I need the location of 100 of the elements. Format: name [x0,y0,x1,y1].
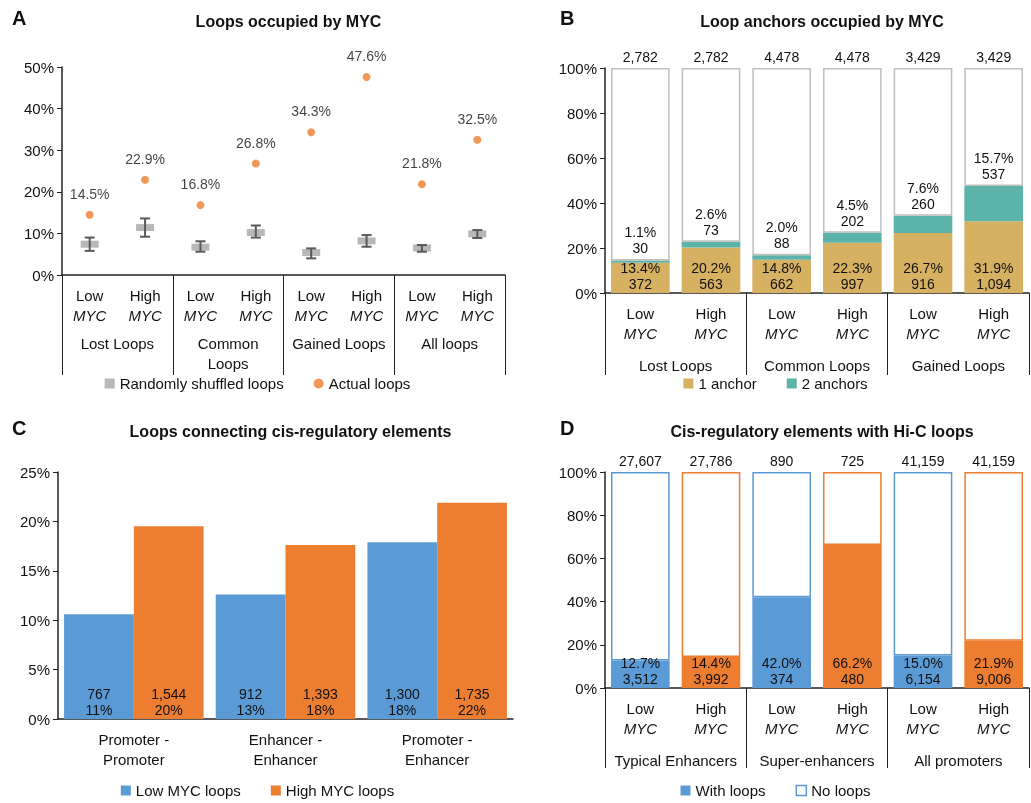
y-tick-label: 0% [32,266,54,284]
data-label: 15.7% 537 [973,149,1014,182]
data-label: 22.3% 997 [832,260,873,292]
y-tick-label: 40% [566,194,597,212]
bar [215,594,286,719]
point [85,210,94,219]
x-tick-label: High MYC [694,304,728,342]
point [307,128,316,137]
x-tick-label: Low MYC [906,304,940,342]
data-label: 1.1% 30 [624,224,657,257]
point [473,135,482,144]
y-tick-label: 10% [23,224,54,242]
y-tick-label: 20% [23,183,54,201]
y-tick-label: 40% [566,593,597,611]
data-label: 767 11% [85,686,113,718]
x-tick-label: Low MYC [764,699,799,737]
x-tick-label: High MYC [460,286,495,324]
x-tick-label: High MYC [976,304,1011,342]
y-tick-label: 15% [19,562,50,580]
data-label: 66.2% 480 [832,655,873,687]
chart-title: Loops connecting cis-regulatory elements [129,422,452,440]
x-tick-label: High MYC [128,286,162,324]
legend-label: High MYC loops [285,782,395,799]
data-label: 42.0% 374 [761,655,802,687]
bar [437,502,507,719]
data-label: 26.7% 916 [903,260,943,292]
data-label: 20.2% 563 [691,260,731,292]
bar [611,68,670,261]
annotation: 725 [840,453,865,469]
y-tick-label: 0% [28,710,50,728]
bar [893,215,953,233]
x-tick-label: Low MYC [906,699,940,737]
point [362,72,371,81]
x-tick-label: High MYC [694,699,728,737]
data-label: 34.3% [291,103,332,120]
data-label: 14.4% 3,992 [691,655,731,687]
y-tick-label: 60% [566,549,597,567]
legend-label: 2 anchors [801,375,868,392]
x-tick-label: Low MYC [764,304,799,342]
data-label: 21.9% 9,006 [973,655,1014,687]
data-label: 2.0% 88 [765,219,798,252]
annotation: 2,782 [622,49,659,65]
legend-label: With loops [695,782,766,799]
data-label: 47.6% [346,47,387,64]
data-label: 2.6% 73 [695,205,727,238]
annotation: 41,159 [901,453,945,469]
annotation: 4,478 [764,49,800,65]
text: B [560,7,575,29]
y-tick-label: 100% [558,463,597,481]
bar [611,260,670,263]
y-tick-label: 40% [23,100,54,118]
text: Lost Loops [638,356,713,374]
legend-label: 1 anchor [698,375,757,392]
y-tick-label: 20% [566,636,597,654]
data-label: 12.7% 3,512 [620,655,661,687]
data-label: 13.4% 372 [620,260,661,292]
y-tick-label: 60% [566,149,597,167]
text: D [560,417,575,439]
x-tick-label: High MYC [835,699,870,737]
data-label: 14.8% 662 [761,260,802,292]
x-tick-label: Low MYC [294,286,329,324]
annotation: 41,159 [972,453,1016,469]
y-tick-label: 20% [19,512,50,530]
bar [964,68,1023,186]
bar [752,255,811,260]
legend-label: Actual loops [328,375,411,392]
y-tick-label: 80% [566,104,597,122]
bar [681,68,741,242]
bar [133,526,204,719]
chart-title: Cis-regulatory elements with Hi-C loops [670,422,974,440]
data-label: 1,393 18% [302,686,339,718]
y-tick-label: 0% [575,284,597,302]
data-label: 1,735 22% [454,686,490,718]
x-tick-label: Promoter - Promoter [98,730,170,768]
bar [964,221,1023,293]
legend-label: Low MYC loops [135,782,241,799]
x-tick-label: Promoter - Enhancer [401,730,473,768]
data-label: 15.0% 6,154 [903,655,943,687]
x-tick-label: Low MYC [623,699,658,737]
data-label: 16.8% [180,176,221,193]
text: Gained Loops [911,356,1006,374]
y-tick-label: 80% [566,506,597,524]
text: All loops [421,334,478,352]
data-label: 1,544 20% [151,686,187,718]
point [417,180,426,189]
annotation: 2,782 [693,49,729,65]
data-label: 14.5% [69,185,110,202]
bar [823,232,882,243]
text: Lost Loops [80,334,155,352]
y-tick-label: 0% [575,679,597,697]
point [196,201,205,210]
text: Typical Enhancers [614,751,737,769]
data-label: 32.5% [457,110,498,127]
y-tick-label: 25% [19,463,50,481]
chart-title: Loops occupied by MYC [195,12,382,30]
chart-title: Loop anchors occupied by MYC [700,12,945,30]
x-tick-label: High MYC [239,286,273,324]
data-label: 4.5% 202 [836,196,869,229]
point [251,159,260,168]
annotation: 27,607 [618,453,662,469]
